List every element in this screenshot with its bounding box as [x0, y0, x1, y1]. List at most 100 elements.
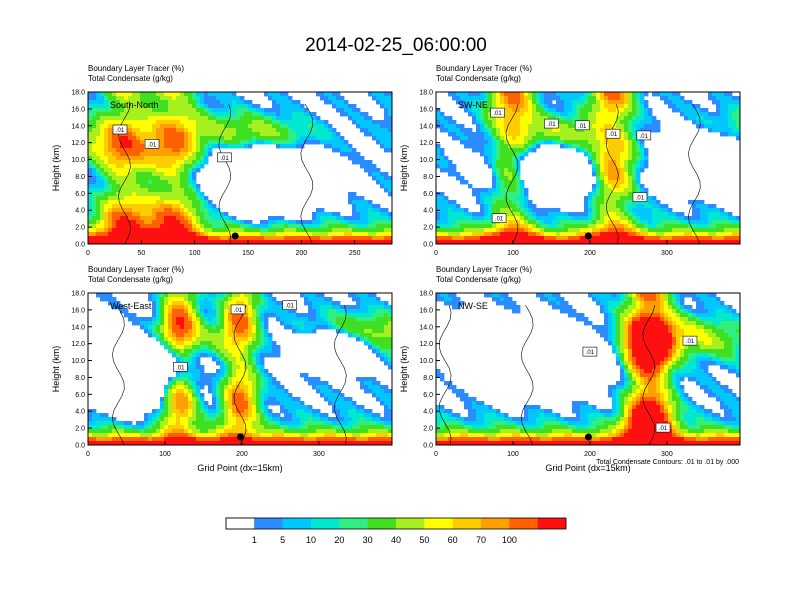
heatmap-cell	[600, 236, 605, 241]
heatmap-cell	[184, 325, 189, 330]
heatmap-cell	[112, 120, 117, 125]
heatmap-cell	[576, 108, 581, 113]
heatmap-cell	[188, 236, 193, 241]
heatmap-cell	[652, 92, 657, 97]
panel-subtitle-tracer: Boundary Layer Tracer (%)	[88, 64, 184, 73]
heatmap-cell	[368, 377, 373, 382]
heatmap-cell	[616, 220, 621, 225]
heatmap-cell	[124, 112, 129, 117]
heatmap-cell	[564, 216, 569, 221]
heatmap-cell	[360, 204, 365, 209]
heatmap-cell	[188, 108, 193, 113]
heatmap-cell	[720, 96, 725, 101]
heatmap-cell	[236, 297, 241, 302]
heatmap-cell	[688, 240, 693, 244]
heatmap-cell	[564, 112, 569, 117]
heatmap-cell	[500, 148, 505, 153]
heatmap-cell	[248, 317, 253, 322]
heatmap-cell	[120, 148, 125, 153]
heatmap-cell	[280, 136, 285, 141]
heatmap-cell	[164, 329, 169, 334]
heatmap-cell	[88, 100, 93, 105]
heatmap-cell	[472, 108, 477, 113]
heatmap-cell	[132, 180, 137, 185]
heatmap-cell	[320, 317, 325, 322]
heatmap-cell	[232, 381, 237, 386]
heatmap-cell	[340, 136, 345, 141]
heatmap-cell	[120, 196, 125, 201]
heatmap-cell	[292, 144, 297, 149]
location-marker	[584, 232, 592, 240]
heatmap-cell	[452, 232, 457, 237]
heatmap-cell	[608, 176, 613, 181]
heatmap-cell	[500, 176, 505, 181]
heatmap-cell	[336, 104, 341, 109]
heatmap-cell	[136, 116, 141, 121]
heatmap-cell	[556, 128, 561, 133]
heatmap-cell	[616, 140, 621, 145]
heatmap-cell	[692, 212, 697, 217]
heatmap-cell	[488, 132, 493, 137]
heatmap-cell	[192, 168, 197, 173]
heatmap-cell	[516, 220, 521, 225]
heatmap-cell	[144, 216, 149, 221]
heatmap-cell	[252, 345, 257, 350]
heatmap-cell	[604, 172, 609, 177]
heatmap-cell	[628, 204, 633, 209]
heatmap-cell	[536, 144, 541, 149]
heatmap-cell	[160, 128, 165, 133]
heatmap-cell	[624, 196, 629, 201]
heatmap-cell	[636, 184, 641, 189]
heatmap-cell	[104, 293, 109, 298]
heatmap-cell	[644, 124, 649, 129]
heatmap-cell	[88, 120, 93, 125]
heatmap-cell	[368, 168, 373, 173]
heatmap-cell	[100, 156, 105, 161]
heatmap-cell	[460, 92, 465, 97]
heatmap-cell	[140, 104, 145, 109]
heatmap-cell	[164, 208, 169, 213]
heatmap-cell	[156, 104, 161, 109]
heatmap-cell	[368, 160, 373, 165]
heatmap-cell	[232, 341, 237, 346]
heatmap-cell	[476, 228, 481, 233]
heatmap-cell	[240, 140, 245, 145]
heatmap-cell	[436, 156, 441, 161]
heatmap-cell	[356, 313, 361, 318]
heatmap-cell	[132, 160, 137, 165]
heatmap-cell	[152, 92, 157, 97]
heatmap-cell	[368, 321, 373, 326]
heatmap-cell	[352, 108, 357, 113]
heatmap-cell	[548, 112, 553, 117]
heatmap-cell	[184, 200, 189, 205]
heatmap-cell	[624, 220, 629, 225]
heatmap-cell	[128, 168, 133, 173]
heatmap-cell	[500, 192, 505, 197]
heatmap-cell	[516, 232, 521, 237]
heatmap-cell	[160, 108, 165, 113]
heatmap-cell	[368, 301, 373, 306]
heatmap-cell	[684, 104, 689, 109]
heatmap-cell	[280, 140, 285, 145]
heatmap-cell	[368, 228, 373, 233]
heatmap-cell	[140, 208, 145, 213]
heatmap-cell	[128, 172, 133, 177]
heatmap-cell	[136, 180, 141, 185]
heatmap-cell	[156, 120, 161, 125]
heatmap-cell	[644, 204, 649, 209]
heatmap-cell	[236, 240, 241, 244]
heatmap-cell	[236, 301, 241, 306]
heatmap-cell	[384, 309, 389, 314]
heatmap-cell	[380, 124, 385, 129]
heatmap-cell	[216, 128, 221, 133]
heatmap-cell	[564, 132, 569, 137]
heatmap-cell	[700, 232, 705, 237]
heatmap-cell	[588, 116, 593, 121]
heatmap-cell	[456, 216, 461, 221]
heatmap-cell	[460, 240, 465, 244]
heatmap-cell	[524, 116, 529, 121]
heatmap-cell	[272, 96, 277, 101]
heatmap-cell	[656, 224, 661, 229]
heatmap-cell	[600, 152, 605, 157]
heatmap-cell	[172, 208, 177, 213]
